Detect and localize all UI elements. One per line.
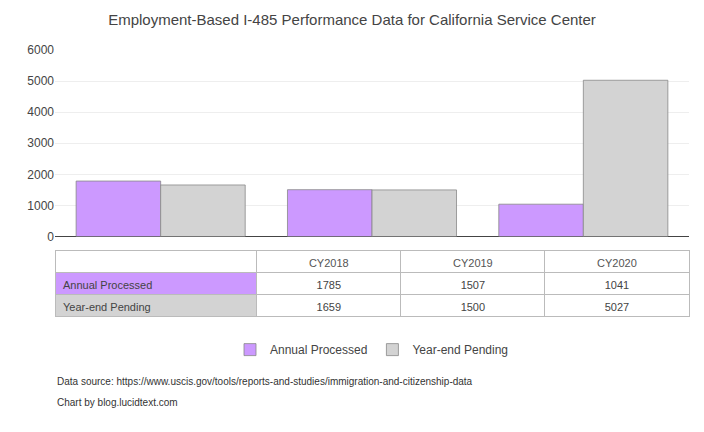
svg-text:5027: 5027 xyxy=(605,301,629,313)
svg-text:5000: 5000 xyxy=(27,74,54,88)
svg-text:Year-end Pending: Year-end Pending xyxy=(63,301,151,313)
svg-text:CY2019: CY2019 xyxy=(453,257,493,269)
svg-text:0: 0 xyxy=(47,230,54,244)
svg-text:Annual Processed: Annual Processed xyxy=(63,279,152,291)
svg-text:Year-end Pending: Year-end Pending xyxy=(412,343,508,357)
svg-text:CY2020: CY2020 xyxy=(597,257,637,269)
svg-text:Employment-Based I-485 Perform: Employment-Based I-485 Performance Data … xyxy=(108,11,596,28)
svg-text:1000: 1000 xyxy=(27,199,54,213)
svg-text:3000: 3000 xyxy=(27,136,54,150)
svg-text:4000: 4000 xyxy=(27,105,54,119)
svg-text:1785: 1785 xyxy=(317,279,341,291)
svg-text:1041: 1041 xyxy=(605,279,629,291)
svg-text:Chart by blog.lucidtext.com: Chart by blog.lucidtext.com xyxy=(57,397,178,408)
svg-text:Data source: https://www.uscis: Data source: https://www.uscis.gov/tools… xyxy=(57,376,473,387)
svg-text:6000: 6000 xyxy=(27,43,54,57)
svg-text:1500: 1500 xyxy=(461,301,485,313)
svg-text:1507: 1507 xyxy=(461,279,485,291)
svg-text:2000: 2000 xyxy=(27,168,54,182)
svg-text:CY2018: CY2018 xyxy=(309,257,349,269)
svg-text:1659: 1659 xyxy=(317,301,341,313)
svg-text:Annual Processed: Annual Processed xyxy=(270,343,367,357)
